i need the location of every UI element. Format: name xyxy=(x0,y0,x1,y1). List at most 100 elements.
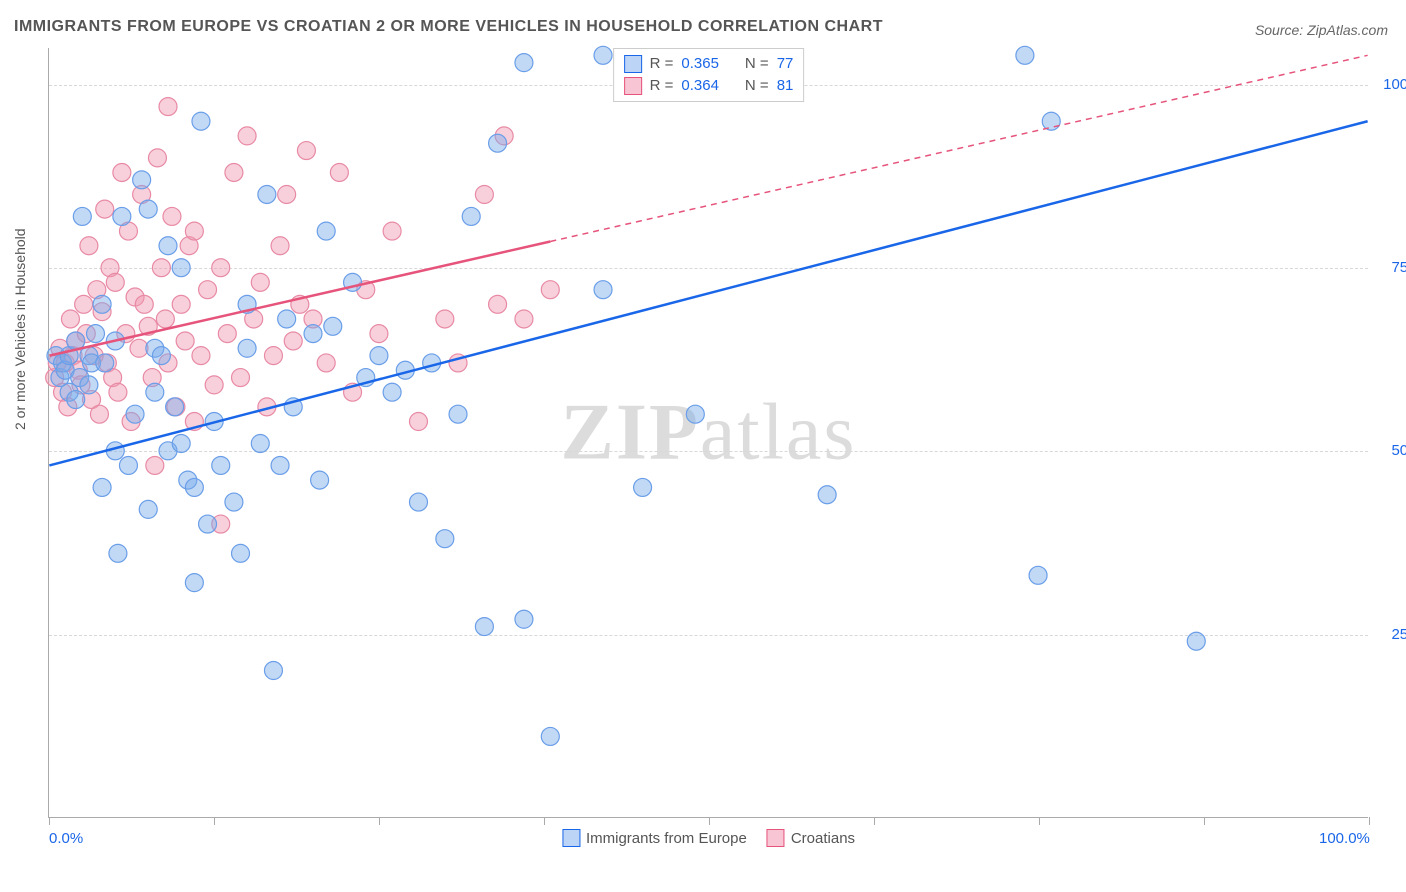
x-tick xyxy=(709,817,710,825)
chart-title: IMMIGRANTS FROM EUROPE VS CROATIAN 2 OR … xyxy=(14,18,883,36)
scatter-point-pink xyxy=(61,310,79,328)
y-tick-label: 75.0% xyxy=(1374,259,1406,276)
scatter-point-blue xyxy=(686,405,704,423)
legend-label: Immigrants from Europe xyxy=(586,830,747,847)
scatter-point-pink xyxy=(284,332,302,350)
scatter-point-pink xyxy=(238,127,256,145)
y-tick-label: 50.0% xyxy=(1374,442,1406,459)
legend-row-blue: R =0.365N =77 xyxy=(624,53,794,75)
x-tick-label: 0.0% xyxy=(49,830,83,847)
scatter-point-pink xyxy=(232,369,250,387)
scatter-point-pink xyxy=(297,142,315,160)
scatter-point-blue xyxy=(515,610,533,628)
scatter-point-blue xyxy=(126,405,144,423)
scatter-point-pink xyxy=(75,295,93,313)
scatter-point-blue xyxy=(489,134,507,152)
legend-r-value: 0.365 xyxy=(681,53,719,75)
scatter-point-blue xyxy=(594,46,612,64)
scatter-point-pink xyxy=(475,185,493,203)
scatter-point-blue xyxy=(1016,46,1034,64)
scatter-point-blue xyxy=(166,398,184,416)
legend-n-value: 77 xyxy=(777,53,794,75)
scatter-point-blue xyxy=(185,478,203,496)
scatter-point-blue xyxy=(258,185,276,203)
scatter-point-blue xyxy=(87,325,105,343)
scatter-point-blue xyxy=(133,171,151,189)
scatter-point-blue xyxy=(172,434,190,452)
scatter-point-pink xyxy=(152,259,170,277)
x-tick xyxy=(1204,817,1205,825)
scatter-point-blue xyxy=(67,391,85,409)
scatter-point-blue xyxy=(159,237,177,255)
scatter-point-pink xyxy=(176,332,194,350)
scatter-point-pink xyxy=(159,98,177,116)
scatter-point-blue xyxy=(324,317,342,335)
legend-row-pink: R = 0.364 N = 81 xyxy=(624,75,794,97)
legend-r-label: R = xyxy=(650,53,674,75)
x-tick-label: 100.0% xyxy=(1319,830,1370,847)
scatter-point-blue xyxy=(152,347,170,365)
scatter-point-pink xyxy=(264,347,282,365)
scatter-point-blue xyxy=(139,200,157,218)
scatter-point-pink xyxy=(156,310,174,328)
legend-swatch-blue xyxy=(562,829,580,847)
legend-n-value: 81 xyxy=(777,75,794,97)
scatter-point-blue xyxy=(264,662,282,680)
x-tick xyxy=(379,817,380,825)
scatter-point-blue xyxy=(199,515,217,533)
scatter-point-blue xyxy=(113,207,131,225)
scatter-point-pink xyxy=(185,222,203,240)
chart-container: IMMIGRANTS FROM EUROPE VS CROATIAN 2 OR … xyxy=(0,0,1406,892)
scatter-point-pink xyxy=(271,237,289,255)
scatter-point-blue xyxy=(119,456,137,474)
scatter-svg xyxy=(49,48,1368,817)
scatter-point-blue xyxy=(146,383,164,401)
scatter-point-pink xyxy=(172,295,190,313)
scatter-point-pink xyxy=(218,325,236,343)
scatter-point-blue xyxy=(172,259,190,277)
y-axis-label: 2 or more Vehicles in Household xyxy=(12,228,28,430)
legend-n-label: N = xyxy=(745,75,769,97)
scatter-point-pink xyxy=(80,237,98,255)
series-legend: Immigrants from Europe Croatians xyxy=(562,829,855,847)
scatter-point-blue xyxy=(818,486,836,504)
scatter-point-pink xyxy=(330,164,348,182)
scatter-point-pink xyxy=(163,207,181,225)
scatter-point-pink xyxy=(135,295,153,313)
legend-swatch-pink xyxy=(624,77,642,95)
scatter-point-blue xyxy=(304,325,322,343)
scatter-point-blue xyxy=(317,222,335,240)
regression-line-blue xyxy=(49,121,1367,465)
scatter-point-blue xyxy=(139,500,157,518)
scatter-point-blue xyxy=(225,493,243,511)
source-attribution: Source: ZipAtlas.com xyxy=(1255,22,1388,38)
legend-r-label: R = xyxy=(650,75,674,97)
y-tick-label: 25.0% xyxy=(1374,626,1406,643)
scatter-point-pink xyxy=(541,281,559,299)
scatter-point-blue xyxy=(96,354,114,372)
x-tick xyxy=(49,817,50,825)
correlation-legend: R = 0.365 N = 77R = 0.364 N = 81 xyxy=(613,48,805,102)
scatter-point-pink xyxy=(109,383,127,401)
scatter-point-blue xyxy=(409,493,427,511)
legend-label: Croatians xyxy=(791,830,855,847)
scatter-point-blue xyxy=(1187,632,1205,650)
scatter-point-blue xyxy=(541,727,559,745)
scatter-point-blue xyxy=(251,434,269,452)
scatter-point-blue xyxy=(192,112,210,130)
scatter-point-pink xyxy=(515,310,533,328)
x-tick xyxy=(544,817,545,825)
scatter-point-blue xyxy=(93,295,111,313)
scatter-point-blue xyxy=(436,530,454,548)
scatter-point-blue xyxy=(271,456,289,474)
scatter-point-pink xyxy=(370,325,388,343)
scatter-point-blue xyxy=(515,54,533,72)
x-tick xyxy=(1369,817,1370,825)
legend-item-pink: Croatians xyxy=(767,829,855,847)
legend-r-value: 0.364 xyxy=(681,75,719,97)
scatter-point-blue xyxy=(278,310,296,328)
scatter-point-pink xyxy=(251,273,269,291)
scatter-point-blue xyxy=(109,544,127,562)
scatter-point-blue xyxy=(462,207,480,225)
scatter-point-blue xyxy=(80,376,98,394)
